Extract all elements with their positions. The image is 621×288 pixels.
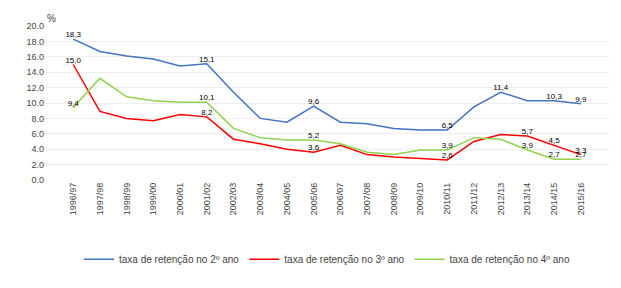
svg-text:20.0: 20.0 <box>26 21 44 31</box>
svg-text:2,7: 2,7 <box>549 150 561 159</box>
svg-text:2015/16: 2015/16 <box>576 183 586 216</box>
svg-text:2009/10: 2009/10 <box>415 183 425 216</box>
svg-text:2002/03: 2002/03 <box>228 183 238 216</box>
svg-text:11,4: 11,4 <box>493 83 509 92</box>
svg-text:15,1: 15,1 <box>199 55 215 64</box>
svg-text:9,6: 9,6 <box>308 97 320 106</box>
svg-text:2012/13: 2012/13 <box>496 183 506 216</box>
svg-text:3,9: 3,9 <box>442 141 454 150</box>
svg-text:8,2: 8,2 <box>201 108 213 117</box>
svg-text:taxa de retenção no 2º ano: taxa de retenção no 2º ano <box>119 254 239 265</box>
svg-text:2013/14: 2013/14 <box>522 183 532 216</box>
svg-text:2006/07: 2006/07 <box>335 183 345 216</box>
svg-text:6.0: 6.0 <box>31 129 44 139</box>
svg-text:12.0: 12.0 <box>26 83 44 93</box>
svg-text:10,3: 10,3 <box>546 92 562 101</box>
svg-text:6,5: 6,5 <box>442 121 454 130</box>
svg-text:5,7: 5,7 <box>522 127 534 136</box>
svg-text:10.0: 10.0 <box>26 98 44 108</box>
svg-text:18.0: 18.0 <box>26 37 44 47</box>
svg-text:1998/99: 1998/99 <box>122 183 132 216</box>
svg-text:5,2: 5,2 <box>308 131 320 140</box>
svg-text:2003/04: 2003/04 <box>255 183 265 216</box>
svg-text:1996/97: 1996/97 <box>68 183 78 216</box>
svg-text:14.0: 14.0 <box>26 67 44 77</box>
svg-text:3,9: 3,9 <box>522 141 534 150</box>
svg-text:2000/01: 2000/01 <box>175 183 185 216</box>
svg-text:%: % <box>47 13 56 24</box>
svg-text:2,6: 2,6 <box>442 151 454 160</box>
svg-text:2,7: 2,7 <box>575 150 587 159</box>
svg-text:2.0: 2.0 <box>31 160 44 170</box>
svg-text:taxa de retenção no 3º ano: taxa de retenção no 3º ano <box>284 254 404 265</box>
svg-text:2010/11: 2010/11 <box>442 183 452 215</box>
svg-text:0.0: 0.0 <box>31 175 44 185</box>
svg-text:3,6: 3,6 <box>308 143 320 152</box>
svg-text:2005/06: 2005/06 <box>309 183 319 216</box>
svg-text:1999/00: 1999/00 <box>148 183 158 216</box>
svg-text:2001/02: 2001/02 <box>202 183 212 216</box>
svg-text:2011/12: 2011/12 <box>469 183 479 215</box>
svg-text:4.0: 4.0 <box>31 144 44 154</box>
svg-text:9,4: 9,4 <box>68 99 80 108</box>
svg-text:2004/05: 2004/05 <box>282 183 292 216</box>
svg-text:2008/09: 2008/09 <box>389 183 399 216</box>
svg-text:16.0: 16.0 <box>26 52 44 62</box>
svg-text:1997/98: 1997/98 <box>95 183 105 216</box>
svg-text:2014/15: 2014/15 <box>549 183 559 216</box>
svg-text:2007/08: 2007/08 <box>362 183 372 216</box>
svg-text:taxa de retenção no 4º ano: taxa de retenção no 4º ano <box>450 254 570 265</box>
svg-text:8.0: 8.0 <box>31 114 44 124</box>
svg-text:15,0: 15,0 <box>65 56 81 65</box>
svg-text:3,3: 3,3 <box>575 146 587 155</box>
svg-text:9,9: 9,9 <box>575 95 587 104</box>
svg-text:4,5: 4,5 <box>549 136 561 145</box>
svg-text:18,3: 18,3 <box>65 30 81 39</box>
svg-text:10,1: 10,1 <box>199 93 215 102</box>
